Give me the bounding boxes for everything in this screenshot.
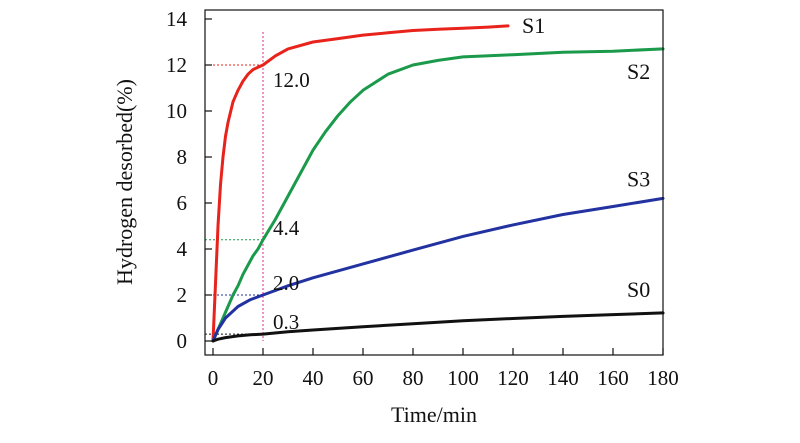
x-tick-label: 180 [647,366,679,390]
y-axis-title: Hydrogen desorbed(%) [112,79,137,285]
series-line-s2 [211,47,665,343]
plot-frame [204,9,664,356]
series-layer [211,24,665,343]
series-label-s3: S3 [627,166,650,191]
x-tick-label: 40 [303,366,324,390]
series-line-s1 [211,24,510,343]
axis-ticks: 0 20 40 60 80 100 120 140 160 180 0 2 4 6 8 10 12 14 [166,7,679,390]
annotation-label: 12.0 [273,68,310,92]
x-tick-label: 100 [447,366,479,390]
y-tick-label: 8 [177,145,188,169]
x-tick-label: 160 [597,366,629,390]
x-tick-label: 20 [253,366,274,390]
x-tick-label: 60 [353,366,374,390]
x-axis-title: Time/min [391,402,477,427]
x-tick-label: 80 [403,366,424,390]
series-label-s0: S0 [627,277,650,302]
y-tick-label: 12 [166,53,187,77]
series-label-s1: S1 [522,13,545,38]
x-tick-label: 120 [497,366,529,390]
x-tick-label: 0 [208,366,219,390]
annotation-label: 4.4 [273,216,300,240]
y-tick-label: 2 [177,283,188,307]
y-tick-label: 0 [177,329,188,353]
annotation-label: 0.3 [273,310,299,334]
y-tick-label: 6 [177,191,188,215]
y-tick-label: 14 [166,7,188,31]
chart-labels: Time/min Hydrogen desorbed(%) 12.0 4.4 2.0… [112,13,650,427]
series-label-s2: S2 [627,59,650,84]
series-line-s0 [211,311,665,343]
x-tick-label: 140 [547,366,579,390]
series-line-s3 [211,196,665,343]
y-tick-label: 4 [177,237,188,261]
y-tick-label: 10 [166,99,187,123]
annotation-label: 2.0 [273,271,299,295]
